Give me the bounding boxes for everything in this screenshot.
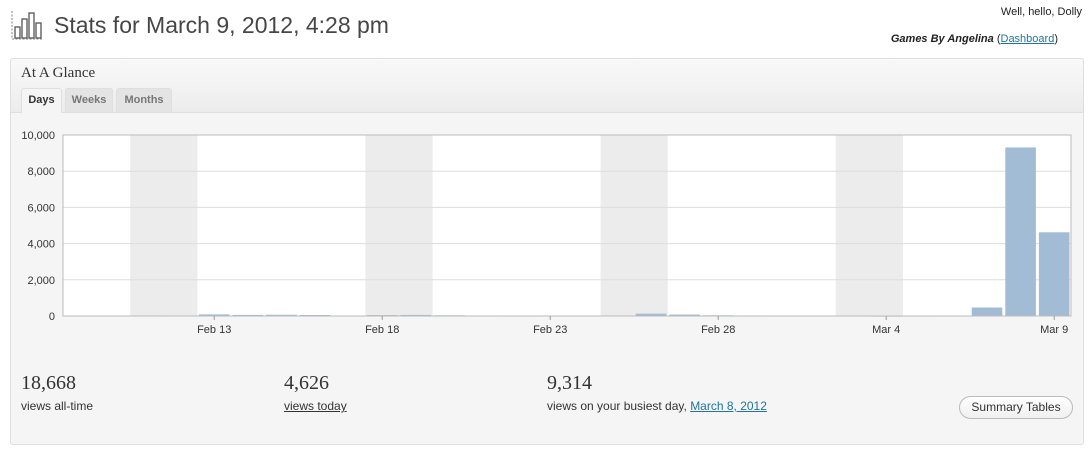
site-name: Games By Angelina [890, 33, 994, 45]
tab-weeks[interactable]: Weeks [65, 88, 113, 112]
bar [669, 314, 700, 316]
panel-header: At A Glance Days Weeks Months [11, 59, 1083, 113]
bar [971, 307, 1003, 316]
y-tick-label: 2,000 [27, 275, 55, 287]
summary-tables-button[interactable]: Summary Tables [959, 396, 1073, 419]
views-today-link[interactable]: views today [284, 399, 347, 413]
close-paren: ) [1054, 33, 1058, 45]
y-tick-label: 6,000 [27, 202, 55, 214]
y-tick-label: 8,000 [27, 166, 55, 178]
y-tick-label: 4,000 [27, 239, 55, 251]
busiest-day-link[interactable]: March 8, 2012 [690, 399, 767, 413]
bar [1005, 147, 1036, 316]
y-tick-label: 0 [49, 311, 55, 323]
user-greeting: Well, hello, Dolly [1000, 6, 1082, 18]
daily-views-chart: 0 2,000 4,000 6,000 8,000 10,000 Feb 13 Feb 18 F… [21, 130, 1072, 336]
stat-all-time: 18,668 views all-time [21, 372, 93, 413]
tab-months[interactable]: Months [116, 88, 172, 112]
x-tick-label: Feb 23 [533, 324, 567, 336]
x-tick-label: Feb 13 [197, 324, 231, 336]
weekend-band [835, 135, 903, 316]
plot-border [62, 134, 1072, 317]
stat-all-time-number: 18,668 [21, 372, 76, 394]
stat-today: 4,626 views today [284, 372, 347, 413]
weekend-band [600, 135, 668, 316]
stat-busiest-number: 9,314 [547, 372, 592, 394]
stat-all-time-label: views all-time [21, 399, 94, 413]
bar [266, 314, 297, 316]
weekend-band [365, 135, 433, 316]
bar [635, 313, 667, 316]
y-tick-label: 10,000 [21, 130, 55, 142]
at-a-glance-panel: At A Glance Days Weeks Months 0 2,000 4,00… [10, 58, 1084, 445]
x-tick-label: Feb 18 [365, 324, 399, 336]
stat-busiest-text: views on your busiest day, [547, 399, 691, 413]
site-info: Games By Angelina (Dashboard) [891, 33, 1058, 45]
page-title: Stats for March 9, 2012, 4:28 pm [54, 12, 389, 38]
bar [198, 314, 230, 316]
bar [232, 314, 264, 316]
stat-busiest-day: 9,314 views on your busiest day, March 8… [547, 372, 767, 413]
stat-today-number: 4,626 [284, 372, 329, 394]
open-paren: ( [993, 33, 1001, 45]
dashboard-link[interactable]: Dashboard [1000, 33, 1055, 45]
x-tick-label: Mar 4 [872, 324, 900, 336]
tab-days[interactable]: Days [21, 88, 62, 113]
panel-title: At A Glance [21, 65, 96, 81]
plot-area [63, 135, 1071, 316]
x-tick-label: Mar 9 [1040, 324, 1068, 336]
weekend-band [130, 135, 198, 316]
x-tick-label: Feb 28 [701, 324, 735, 336]
bar [400, 314, 432, 316]
bar [1038, 232, 1070, 316]
stat-busiest-label: views on your busiest day, March 8, 2012 [547, 399, 767, 413]
header: Stats for March 9, 2012, 4:28 pm Well, h… [0, 0, 1090, 56]
stats-bar-icon [11, 11, 42, 40]
